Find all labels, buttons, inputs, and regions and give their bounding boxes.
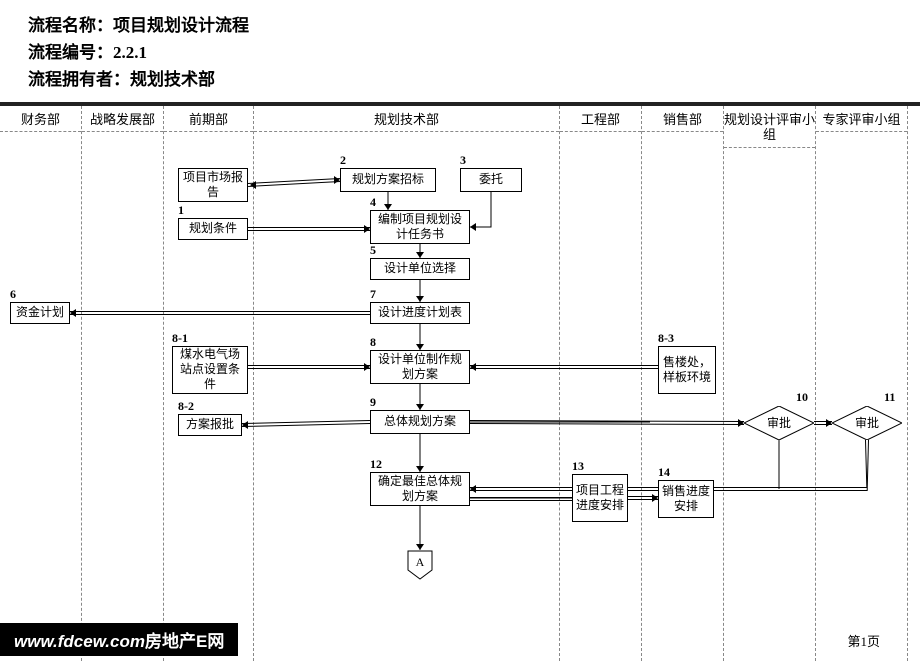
lane-title: 专家评审小组: [816, 106, 907, 133]
process-box-n_market: 项目市场报告: [178, 168, 248, 202]
node-number: 12: [370, 457, 382, 472]
lane-title: 规划技术部: [254, 106, 559, 133]
node-number: 4: [370, 195, 376, 210]
svg-text:A: A: [416, 555, 425, 569]
decision-label: 审批: [744, 414, 814, 431]
swimlane-area: 财务部战略发展部前期部规划技术部工程部销售部规划设计评审小组专家评审小组 项目市…: [0, 106, 920, 661]
process-box-3: 委托: [460, 168, 522, 192]
decision-10: 审批: [744, 406, 814, 440]
code-value: 2.2.1: [113, 43, 147, 62]
process-box-13: 项目工程进度安排: [572, 474, 628, 522]
lane-7: 专家评审小组: [816, 106, 908, 661]
node-number: 8-1: [172, 331, 188, 346]
lane-title: 财务部: [0, 106, 81, 133]
node-number: 5: [370, 243, 376, 258]
lane-title: 规划设计评审小组: [724, 106, 815, 148]
lane-title: 销售部: [642, 106, 723, 133]
process-header: 流程名称：项目规划设计流程 流程编号：2.2.1 流程拥有者：规划技术部: [0, 0, 920, 106]
page-number: 第1页: [847, 631, 880, 650]
decision-11: 审批: [832, 406, 902, 440]
node-number: 3: [460, 153, 466, 168]
name-label: 流程名称：: [28, 16, 113, 35]
off-page-connector: A: [407, 550, 433, 580]
decision-label: 审批: [832, 414, 902, 431]
process-box-9: 总体规划方案: [370, 410, 470, 434]
node-number: 2: [340, 153, 346, 168]
footer-brand: 房地产E网: [145, 632, 224, 651]
node-number: 11: [884, 390, 895, 405]
node-number: 8-3: [658, 331, 674, 346]
process-box-8-1: 煤水电气场站点设置条件: [172, 346, 248, 394]
node-number: 1: [178, 203, 184, 218]
name-value: 项目规划设计流程: [113, 16, 249, 35]
lane-1: 战略发展部: [82, 106, 164, 661]
node-number: 7: [370, 287, 376, 302]
process-box-5: 设计单位选择: [370, 258, 470, 280]
code-label: 流程编号：: [28, 43, 113, 62]
owner-value: 规划技术部: [130, 70, 215, 89]
lane-0: 财务部: [0, 106, 82, 661]
node-number: 9: [370, 395, 376, 410]
node-number: 6: [10, 287, 16, 302]
header-owner: 流程拥有者：规划技术部: [28, 66, 892, 93]
lane-title: 前期部: [164, 106, 253, 133]
node-number: 14: [658, 465, 670, 480]
header-name: 流程名称：项目规划设计流程: [28, 12, 892, 39]
node-number: 10: [796, 390, 808, 405]
process-box-7: 设计进度计划表: [370, 302, 470, 324]
owner-label: 流程拥有者：: [28, 70, 130, 89]
footer-watermark: www.fdcew.com房地产E网: [0, 623, 238, 656]
process-box-12: 确定最佳总体规划方案: [370, 472, 470, 506]
lane-4: 工程部: [560, 106, 642, 661]
node-number: 8: [370, 335, 376, 350]
process-box-2: 规划方案招标: [340, 168, 436, 192]
lane-6: 规划设计评审小组: [724, 106, 816, 661]
process-box-8: 设计单位制作规划方案: [370, 350, 470, 384]
node-number: 8-2: [178, 399, 194, 414]
node-number: 13: [572, 459, 584, 474]
process-box-8-3: 售楼处，样板环境: [658, 346, 716, 394]
lane-title: 工程部: [560, 106, 641, 133]
footer-url: www.fdcew.com: [14, 632, 145, 651]
process-box-6: 资金计划: [10, 302, 70, 324]
process-box-4: 编制项目规划设计任务书: [370, 210, 470, 244]
process-box-14: 销售进度安排: [658, 480, 714, 518]
lane-title: 战略发展部: [82, 106, 163, 133]
process-box-1: 规划条件: [178, 218, 248, 240]
header-code: 流程编号：2.2.1: [28, 39, 892, 66]
process-box-8-2: 方案报批: [178, 414, 242, 436]
